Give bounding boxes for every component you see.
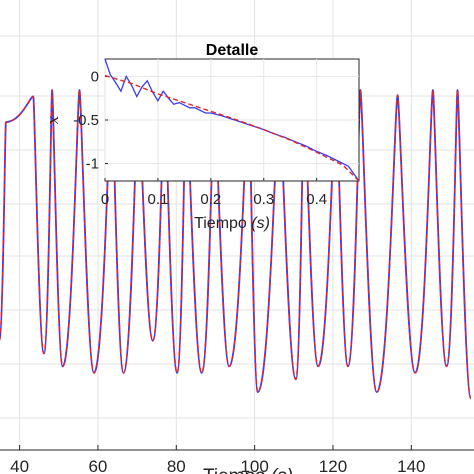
main-grid [0,0,474,450]
inset-series [104,58,360,182]
inset-x-tick-label: 0.3 [253,191,274,208]
main-series-dashed [0,89,472,400]
inset-y-tick-label: 0 [91,68,99,85]
main-axes [0,445,474,451]
x-tick-label: 140 [397,457,425,474]
inset-title: Detalle [206,42,259,59]
inset-chart: 0 0.1 0.2 0.3 0.4 0 -0.5 -1 Detalle x Tiempo (s… [44,42,360,232]
inset-x-tick-label: 0.1 [147,191,168,208]
inset-x-tick-label: 0 [101,191,109,208]
x-tick-label: 60 [88,457,107,474]
inset-series-solid [104,58,360,182]
inset-series-dashed [104,74,360,182]
x-tick-label: 80 [167,457,186,474]
main-x-axis-label: Tiempo (s) [203,466,293,474]
inset-x-tick-label: 0.2 [200,191,221,208]
main-x-tick-labels: 40 60 80 100 120 140 [10,457,425,474]
inset-x-axis-label: Tiempo (s) [194,215,270,232]
x-tick-label: 100 [240,457,268,474]
x-tick-label: 40 [10,457,29,474]
x-tick-label: 120 [319,457,347,474]
inset-grid [104,59,359,181]
inset-x-tick-label: 0.4 [306,191,327,208]
inset-y-tick-label: -1 [86,156,99,173]
inset-y-axis-label: x [44,115,62,124]
inset-tick-labels: 0 0.1 0.2 0.3 0.4 0 -0.5 -1 [73,68,327,208]
main-series [0,89,472,400]
inset-y-tick-label: -0.5 [73,112,99,129]
